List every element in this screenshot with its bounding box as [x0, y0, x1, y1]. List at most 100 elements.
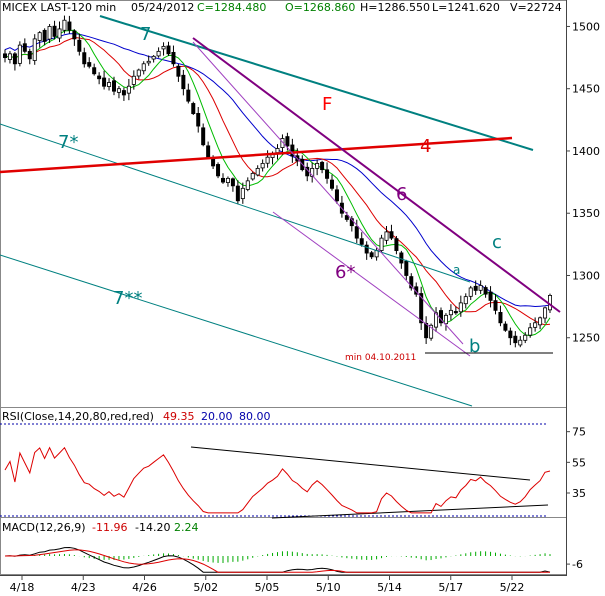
candle-body: [22, 43, 27, 52]
candle-body: [32, 38, 37, 61]
candle-body: [156, 50, 161, 57]
label-7star: 7*: [58, 132, 78, 153]
candle-body: [438, 310, 443, 324]
candle-body: [121, 90, 126, 96]
x-tick-label: 4/26: [132, 581, 157, 594]
candle-body: [97, 75, 102, 80]
candle-body: [116, 88, 121, 93]
label-c: c: [492, 232, 502, 253]
macd-axis: -6: [566, 558, 583, 571]
candle-body: [359, 238, 364, 245]
macd-title: MACD(12,26,9): [2, 521, 86, 534]
candle-body: [443, 314, 448, 325]
candle-body: [62, 19, 67, 31]
candle-body: [429, 324, 434, 339]
candle-body: [230, 178, 235, 187]
candle-body: [265, 156, 270, 164]
candle-body: [275, 148, 280, 154]
candle-body: [448, 309, 453, 316]
price-tick-label: 1300: [572, 269, 600, 282]
candle-body: [334, 189, 339, 202]
x-tick-label: 5/17: [438, 581, 463, 594]
candle-body: [37, 32, 42, 41]
candle-body: [424, 322, 429, 339]
candle-body: [7, 53, 12, 60]
label-7: 7: [140, 24, 151, 45]
candle-body: [285, 136, 290, 147]
label-f: F: [322, 94, 332, 115]
rsi-upper: 80.00: [239, 410, 271, 423]
rsi-panel: [0, 407, 567, 518]
candle-body: [181, 74, 186, 90]
header-open: O=1268.860: [285, 1, 355, 14]
candle-body: [107, 82, 112, 87]
label-6: 6: [396, 184, 407, 205]
candle-body: [488, 291, 493, 301]
candle-body: [255, 167, 260, 176]
x-tick-label: 5/10: [316, 581, 341, 594]
candle-body: [191, 103, 196, 115]
candle-body: [518, 339, 523, 346]
candle-body: [216, 164, 221, 177]
candle-body: [503, 323, 508, 331]
candle-body: [329, 179, 334, 189]
candle-body: [379, 237, 384, 251]
candle-body: [344, 215, 349, 220]
macd-signal-value: -14.20: [135, 521, 170, 534]
candle-body: [310, 167, 315, 177]
candle-body: [260, 163, 265, 169]
candle-body: [528, 327, 533, 336]
candle-body: [369, 252, 374, 258]
trendline-6star: [272, 211, 471, 357]
candle-body: [458, 302, 463, 313]
candle-body: [196, 113, 201, 127]
candle-body: [493, 300, 498, 311]
candle-body: [483, 287, 488, 295]
candle-body: [533, 322, 538, 328]
header-low: L=1241.620: [432, 1, 500, 14]
label-b: b: [469, 336, 480, 357]
candle-body: [508, 330, 513, 339]
label-6star: 6*: [335, 262, 355, 283]
candle-body: [12, 53, 17, 65]
candle-body: [112, 80, 117, 92]
min-label: min 04.10.2011: [345, 353, 416, 363]
candle-body: [42, 29, 47, 42]
candle-body: [394, 238, 399, 251]
candle-body: [3, 53, 8, 58]
price-tick-label: 1450: [572, 83, 600, 96]
candle-body: [325, 169, 330, 179]
candle-body: [498, 312, 503, 324]
candle-body: [136, 69, 141, 77]
trendline-7: [99, 15, 534, 151]
candle-body: [141, 63, 146, 72]
candle-body: [47, 26, 52, 40]
rsi-tick-label: 55: [572, 456, 586, 469]
price-tick-label: 1350: [572, 207, 600, 220]
candle-body: [235, 185, 240, 202]
candle-body: [468, 287, 473, 297]
candle-body: [280, 138, 285, 148]
header-symbol: MICEX LAST-120 min: [2, 1, 116, 14]
trendline-4: [0, 136, 513, 174]
candle-body: [245, 180, 250, 190]
candle-body: [374, 250, 379, 258]
candle-body: [186, 89, 191, 102]
candle-body: [225, 177, 230, 183]
rsi-lower: 20.00: [201, 410, 233, 423]
candle-body: [315, 163, 320, 169]
candle-body: [513, 335, 518, 344]
candle-body: [240, 187, 245, 200]
candle-body: [453, 311, 458, 314]
candle-body: [52, 25, 57, 37]
price-tick-label: 1500: [572, 20, 600, 33]
candle-body: [290, 144, 295, 157]
candle-body: [543, 307, 548, 319]
header-close: C=1284.480: [197, 1, 266, 14]
candle-body: [166, 45, 171, 55]
candle-body: [399, 252, 404, 264]
x-tick-label: 5/22: [500, 581, 525, 594]
candles: [3, 15, 553, 348]
x-tick-label: 4/18: [10, 581, 35, 594]
trendline-7star: [0, 123, 471, 283]
